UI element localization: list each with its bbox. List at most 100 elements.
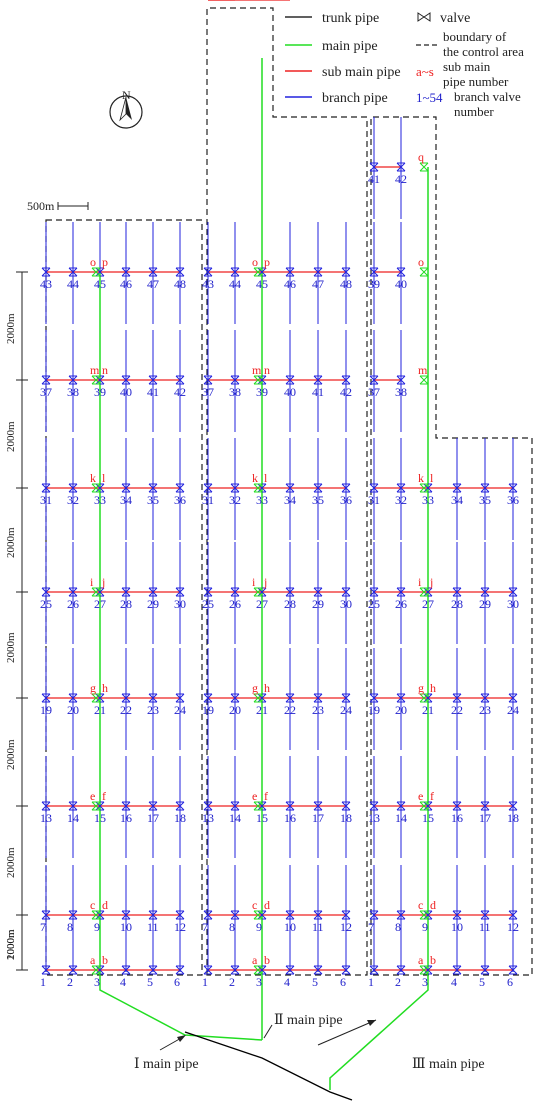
valve-icon [121,267,131,277]
valve-icon [369,162,379,172]
sub-main-letter-label: k [418,471,424,485]
branch-number-label: 15 [94,811,106,825]
valve-icon [313,587,323,597]
branch-number-label: 23 [312,703,324,717]
valve-icon [95,693,105,703]
branch-number-label: 35 [147,493,159,507]
legend-valve-label: valve [440,11,470,26]
valves [41,162,518,975]
legend-branch-valve-num-1: branch valve [454,89,521,104]
valve-icon [121,910,131,920]
branch-number-label: 43 [40,277,52,291]
valve-icon [313,965,323,975]
valve-icon [95,910,105,920]
branch-number-label: 39 [256,385,268,399]
valve-icon [419,587,429,597]
valve-icon [341,375,351,385]
valve-icon [175,910,185,920]
sub-main-letter-label: b [264,953,270,967]
sub-main-letter-label: o [90,255,96,269]
valve-icon [419,375,429,385]
valve-icon [148,267,158,277]
valve-icon [148,587,158,597]
branch-number-label: 12 [340,920,352,934]
valve-icon [68,267,78,277]
branch-number-label: 29 [312,597,324,611]
valve-icon [480,965,490,975]
scale-bar-label: 500m [27,199,55,213]
branch-number-label: 9 [256,920,262,934]
sub-main-letter-label: o [418,255,424,269]
branch-number-label: 39 [94,385,106,399]
branch-number-label: 15 [256,811,268,825]
valve-icon [95,801,105,811]
branch-number-label: 2 [229,975,235,989]
branch-number-label: 35 [479,493,491,507]
sub-main-letter-label: g [252,681,258,695]
sub-main-letter-label: m [418,363,428,377]
valve-icon [41,693,51,703]
sub-main-letter-label: f [264,789,268,803]
valve-icon [230,693,240,703]
compass-icon: N [109,88,143,129]
branch-number-label: 42 [395,172,407,186]
valve-icon [480,910,490,920]
valve-icon [253,267,263,277]
legend-main-label: main pipe [322,39,378,54]
main-pipe-two-label: Ⅱ main pipe [274,1013,343,1028]
dimension-label: 2000m [5,847,17,878]
branch-number-label: 38 [229,385,241,399]
branch-number-label: 7 [368,920,374,934]
valve-icon [423,801,433,811]
branch-number-label: 34 [284,493,296,507]
valve-icon [175,965,185,975]
valve-icon [341,483,351,493]
main-pipe-one-feeder [99,975,263,1041]
branch-number-label: 32 [67,493,79,507]
valve-icon [121,801,131,811]
sub-main-letter-label: i [90,575,94,589]
legend: trunk pipe main pipe sub main pipe branc… [285,11,524,119]
branch-number-label: 48 [340,277,352,291]
branch-number-label: 28 [451,597,463,611]
branch-number-label: 11 [479,920,491,934]
branch-number-label: 7 [202,920,208,934]
valve-icon [68,965,78,975]
sub-main-letter-label: g [90,681,96,695]
valve-icon [313,693,323,703]
branch-number-label: 53 [202,0,214,3]
valve-icon [121,587,131,597]
branch-number-label: 15 [422,811,434,825]
dimension-label: 2000m [5,313,17,344]
branch-number-label: 3 [256,975,262,989]
dimension-label: 2000m [5,632,17,663]
branch-number-label: 50 [229,0,241,3]
sub-main-letter-label: l [264,471,268,485]
branch-number-label: 9 [422,920,428,934]
legend-sub-main-range: a~s [416,64,434,79]
compass-north-label: N [122,88,131,102]
branch-number-label: 22 [120,703,132,717]
branch-number-label: 31 [202,493,214,507]
sub-main-letter-label: e [418,789,423,803]
dimension-label: 2000m [5,421,17,452]
sub-main-letter-label: r [252,0,256,3]
sub-main-letter-label: g [418,681,424,695]
sub-main-letter-label: b [430,953,436,967]
valve-icon [148,965,158,975]
sub-main-letter-label: h [264,681,270,695]
valve-icon [419,693,429,703]
branch-number-label: 6 [340,975,346,989]
valve-icon [257,375,267,385]
valve-icon [313,910,323,920]
branch-number-label: 20 [67,703,79,717]
branch-number-label: 13 [368,811,380,825]
branch-number-label: 12 [174,920,186,934]
valve-icon [230,965,240,975]
valve-icon [41,483,51,493]
main-pipe-callouts: Ⅰ main pipe Ⅲ main pipe Ⅱ main pipe [134,1013,485,1072]
valve-icon [230,483,240,493]
valve-icon [452,587,462,597]
main-pipe-one-label: Ⅰ main pipe [134,1057,199,1072]
